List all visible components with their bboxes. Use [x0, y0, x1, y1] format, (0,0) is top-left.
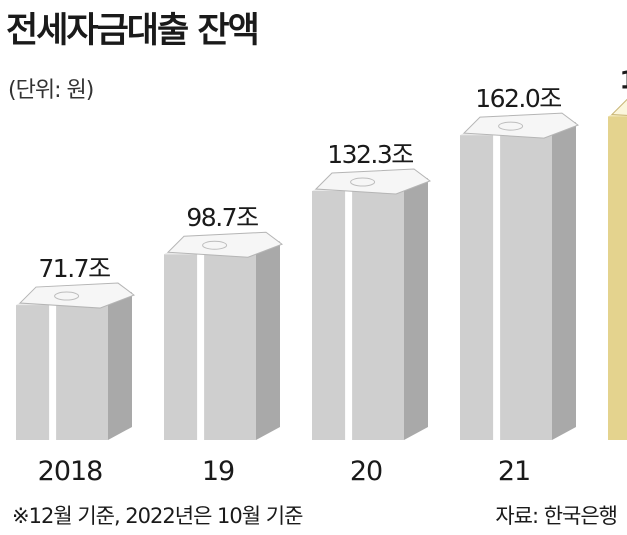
bar-front-face [164, 254, 256, 440]
source-note: 자료: 한국은행 [495, 504, 618, 528]
bar-paper-mark [350, 177, 376, 187]
bar-side-face [256, 241, 280, 440]
bar-paper-sheet [462, 112, 580, 139]
bar-paper-sheet [166, 231, 284, 258]
bar-paper-sheet [314, 168, 432, 195]
bar-side-face [552, 122, 576, 440]
category-label: 19 [202, 456, 234, 487]
value-label: 171.9조 [619, 65, 627, 94]
chart-title: 전세자금대출 잔액 [6, 11, 260, 51]
bar-20: 132.3조 20 [312, 140, 432, 487]
category-label: 2018 [38, 456, 103, 487]
bar-19: 98.7조 19 [164, 203, 284, 487]
value-label: 71.7조 [38, 254, 110, 283]
bar-paper-mark [54, 291, 80, 301]
bar-paper-mark [498, 121, 524, 131]
bar-strip [49, 305, 57, 440]
bar-paper-sheet [610, 98, 627, 116]
value-label: 98.7조 [186, 203, 258, 232]
bar-2018: 71.7조 2018 [16, 254, 136, 487]
bar-paper-mark [202, 240, 228, 250]
category-label: 20 [350, 456, 382, 487]
bar-side-face [404, 178, 428, 440]
bar-side-face [108, 292, 132, 440]
bar-strip [197, 254, 205, 440]
footnote: ※12월 기준, 2022년은 10월 기준 [12, 504, 303, 528]
bar-21: 162.0조 21 [460, 84, 580, 487]
bar-22년: 171.9조22년 [608, 65, 627, 441]
bar-front-face [608, 116, 627, 441]
value-label: 132.3조 [327, 140, 413, 169]
value-label: 162.0조 [475, 84, 561, 113]
bar-paper-sheet [18, 282, 136, 309]
bar-front-face [312, 191, 404, 440]
category-label: 21 [498, 456, 530, 487]
bar-strip [345, 191, 353, 440]
unit-note: (단위: 원) [8, 78, 94, 103]
bar-front-face [460, 135, 552, 440]
bar-front-face [16, 305, 108, 440]
bar-strip [493, 135, 501, 440]
